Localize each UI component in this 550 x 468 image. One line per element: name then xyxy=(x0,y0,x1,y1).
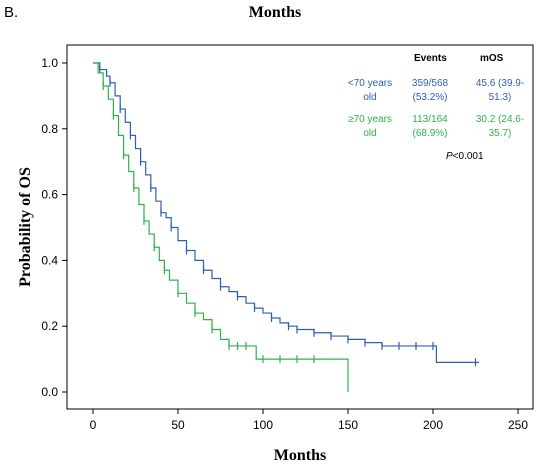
legend-mos-1-line2: 51.3) xyxy=(489,92,512,103)
legend-mos-2-line1: 30.2 (24.6- xyxy=(476,114,524,125)
legend-events-2-line1: 113/164 xyxy=(412,114,448,125)
plot-frame xyxy=(66,44,534,410)
p-value-rest: <0.001 xyxy=(453,151,484,162)
x-tick-label: 0 xyxy=(90,418,97,432)
legend-mos-1-line1: 45.6 (39.9- xyxy=(476,78,524,89)
legend-events-1-line2: (53.2%) xyxy=(412,92,447,103)
legend-group-2-line2: old xyxy=(363,128,376,139)
y-tick-label: 0.8 xyxy=(41,122,58,136)
legend-group-2-line1: ≥70 years xyxy=(348,114,392,125)
p-value: P<0.001 xyxy=(446,151,484,162)
x-tick-label: 50 xyxy=(171,418,185,432)
legend-header-events: Events xyxy=(414,53,447,64)
x-axis-title: Months xyxy=(274,447,326,464)
axes-group: 0 50 100 150 200 250 0.0 0.2 0.4 0.6 0.8 1.0 xyxy=(41,56,528,432)
legend-events-2-line2: (68.9%) xyxy=(412,128,447,139)
p-value-prefix: P xyxy=(446,151,453,162)
legend-group-1-line1: <70 years xyxy=(348,78,392,89)
x-tick-label: 150 xyxy=(338,418,358,432)
x-tick-label: 200 xyxy=(423,418,443,432)
curves-group xyxy=(93,62,479,392)
chart-top-title: Months xyxy=(248,4,302,21)
legend-mos-2-line2: 35.7) xyxy=(489,128,512,139)
survival-curve-2 xyxy=(93,62,349,392)
legend-events-1-line1: 359/568 xyxy=(412,78,449,89)
x-tick-label: 100 xyxy=(253,418,273,432)
y-tick-label: 1.0 xyxy=(41,56,58,70)
legend-group-1-line2: old xyxy=(363,92,376,103)
y-tick-label: 0.2 xyxy=(41,319,58,333)
y-tick-label: 0.6 xyxy=(41,188,58,202)
legend-header-mos: mOS xyxy=(480,53,504,64)
y-axis-title: Probability of OS xyxy=(17,167,34,287)
y-tick-label: 0.0 xyxy=(41,385,58,399)
x-tick-label: 250 xyxy=(508,418,528,432)
y-tick-label: 0.4 xyxy=(41,253,58,267)
survival-curve-1 xyxy=(93,62,479,363)
legend-table: Events mOS <70 years old 359/568 (53.2%)… xyxy=(348,53,524,162)
panel-label: B. xyxy=(4,4,19,21)
